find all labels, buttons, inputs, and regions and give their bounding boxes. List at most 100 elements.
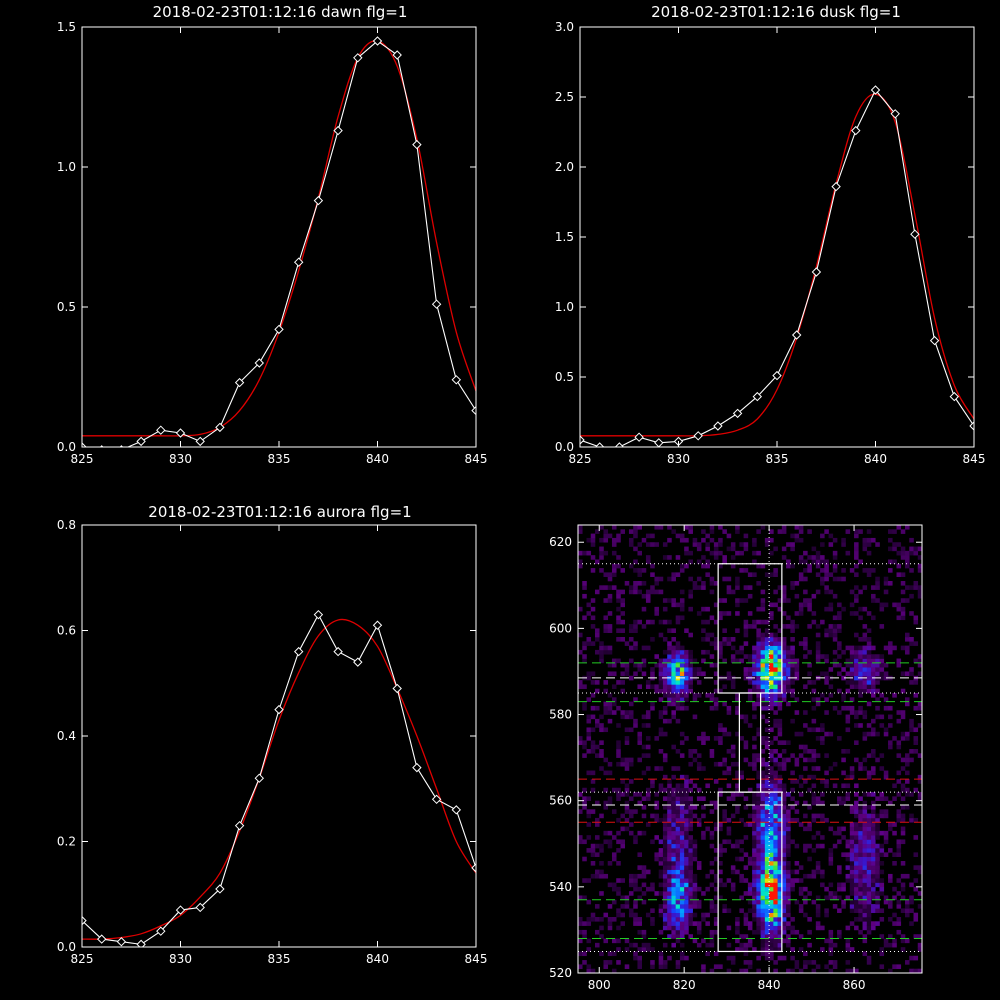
- panel-heatmap-cell: [786, 839, 791, 845]
- panel-heatmap-cell: [764, 779, 770, 784]
- panel-heatmap-cell: [722, 908, 727, 913]
- panel-heatmap-cell: [705, 563, 710, 569]
- panel-heatmap-cell: [900, 550, 906, 556]
- panel-heatmap-cell: [658, 929, 664, 935]
- panel-heatmap-cell: [781, 830, 787, 836]
- panel-heatmap-cell: [866, 645, 872, 651]
- panel-heatmap-cell: [607, 598, 613, 603]
- panel-heatmap-cell: [713, 550, 719, 556]
- panel-heatmap-cell: [671, 576, 676, 582]
- panel-heatmap-cell: [739, 770, 744, 776]
- panel-heatmap-cell: [675, 882, 681, 888]
- panel-heatmap-cell: [641, 714, 647, 720]
- panel-heatmap-cell: [756, 899, 761, 905]
- panel-heatmap-cell: [781, 680, 787, 685]
- panel-heatmap-cell: [909, 955, 914, 961]
- panel-heatmap-cell: [709, 576, 715, 582]
- panel-heatmap-cell: [743, 912, 749, 918]
- panel-heatmap-cell: [671, 792, 676, 797]
- panel-heatmap-cell: [701, 796, 706, 801]
- panel-heatmap-cell: [781, 667, 787, 672]
- panel-heatmap-cell: [875, 826, 880, 832]
- panel-heatmap-cell: [824, 606, 829, 612]
- panel-heatmap-cell: [777, 761, 783, 767]
- panel-heatmap-cell: [845, 796, 851, 801]
- panel-heatmap-cell: [679, 912, 685, 918]
- panel-heatmap-cell: [862, 731, 868, 737]
- panel-heatmap-cell: [713, 705, 719, 711]
- panel-heatmap-cell: [866, 667, 872, 672]
- panel-heatmap-cell: [871, 615, 876, 621]
- panel-heatmap-cell: [705, 559, 710, 565]
- panel-heatmap-cell: [917, 585, 922, 590]
- panel-heatmap-cell: [671, 529, 676, 534]
- panel-heatmap-cell: [662, 606, 668, 612]
- panel-heatmap-cell: [675, 817, 681, 823]
- panel-heatmap-cell: [760, 740, 766, 745]
- panel-heatmap-cell: [773, 934, 778, 939]
- panel-heatmap-cell: [845, 550, 851, 556]
- panel-heatmap-cell: [756, 632, 761, 638]
- panel-heatmap-cell: [599, 641, 604, 646]
- panel-heatmap-cell: [667, 852, 672, 857]
- panel-heatmap-cell: [747, 697, 753, 702]
- panel-heatmap-cell: [917, 705, 922, 711]
- panel-heatmap-cell: [582, 800, 587, 806]
- panel-heatmap-cell: [866, 649, 872, 655]
- panel-heatmap-cell: [722, 658, 727, 664]
- panel-heatmap-cell: [675, 856, 681, 862]
- panel-heatmap-cell: [730, 813, 736, 819]
- panel-heatmap-cell: [713, 680, 719, 685]
- panel-heatmap-cell: [862, 805, 868, 810]
- panel-heatmap-cell: [841, 770, 846, 776]
- panel-heatmap-cell: [603, 839, 609, 845]
- panel-heatmap-cell: [854, 529, 859, 534]
- panel-heatmap-cell: [760, 602, 766, 608]
- panel-heatmap-cell: [654, 654, 659, 659]
- panel-heatmap-cell: [594, 942, 600, 948]
- panel-heatmap-cell: [905, 908, 910, 913]
- panel-heatmap-cell: [675, 852, 681, 857]
- panel-heatmap-cell: [866, 895, 872, 901]
- panel-heatmap-cell: [858, 723, 863, 728]
- panel-heatmap-cell: [790, 770, 795, 776]
- panel-heatmap-cell: [841, 899, 846, 905]
- panel-heatmap-cell: [811, 968, 817, 973]
- panel-heatmap-cell: [760, 619, 766, 625]
- panel-heatmap-cell: [900, 861, 906, 866]
- panel-heatmap-cell: [675, 701, 681, 707]
- panel-heatmap-cell: [756, 929, 761, 935]
- panel-heatmap-cell: [641, 645, 647, 651]
- panel-heatmap-cell: [662, 886, 668, 892]
- panel-heatmap-cell: [603, 529, 609, 534]
- panel-heatmap-cell: [794, 869, 800, 875]
- panel-heatmap-cell: [701, 813, 706, 819]
- panel-heatmap-cell: [892, 546, 897, 552]
- panel-heatmap-cell: [679, 680, 685, 685]
- panel-heatmap-cell: [811, 796, 817, 801]
- panel-heatmap-cell: [718, 654, 723, 659]
- panel-heatmap-cell: [803, 951, 808, 957]
- panel-heatmap-cell: [594, 649, 600, 655]
- panel-heatmap-cell: [837, 830, 842, 836]
- panel-heatmap-cell: [824, 585, 829, 590]
- panel-heatmap-cell: [650, 882, 655, 888]
- panel-heatmap-cell: [599, 848, 604, 853]
- panel-heatmap-cell: [599, 525, 604, 530]
- panel-heatmap-cell: [764, 744, 770, 750]
- panel-heatmap-cell: [654, 611, 659, 616]
- panel-heatmap-cell: [888, 899, 893, 905]
- panel-heatmap-cell: [705, 826, 710, 832]
- panel-heatmap-cell: [718, 537, 723, 543]
- panel-heatmap-cell: [875, 848, 880, 853]
- panel-heatmap-cell: [628, 891, 634, 896]
- panel-heatmap-cell: [764, 628, 770, 633]
- panel-heatmap-cell: [854, 757, 859, 763]
- panel-heatmap-cell: [620, 757, 626, 763]
- panel-heatmap-cell: [781, 783, 787, 789]
- panel-heatmap-cell: [730, 792, 736, 797]
- panel-heatmap-cell: [603, 688, 609, 694]
- panel-heatmap-cell: [645, 593, 651, 599]
- panel-heatmap-cell: [769, 899, 774, 905]
- panel-heatmap-cell: [713, 637, 719, 642]
